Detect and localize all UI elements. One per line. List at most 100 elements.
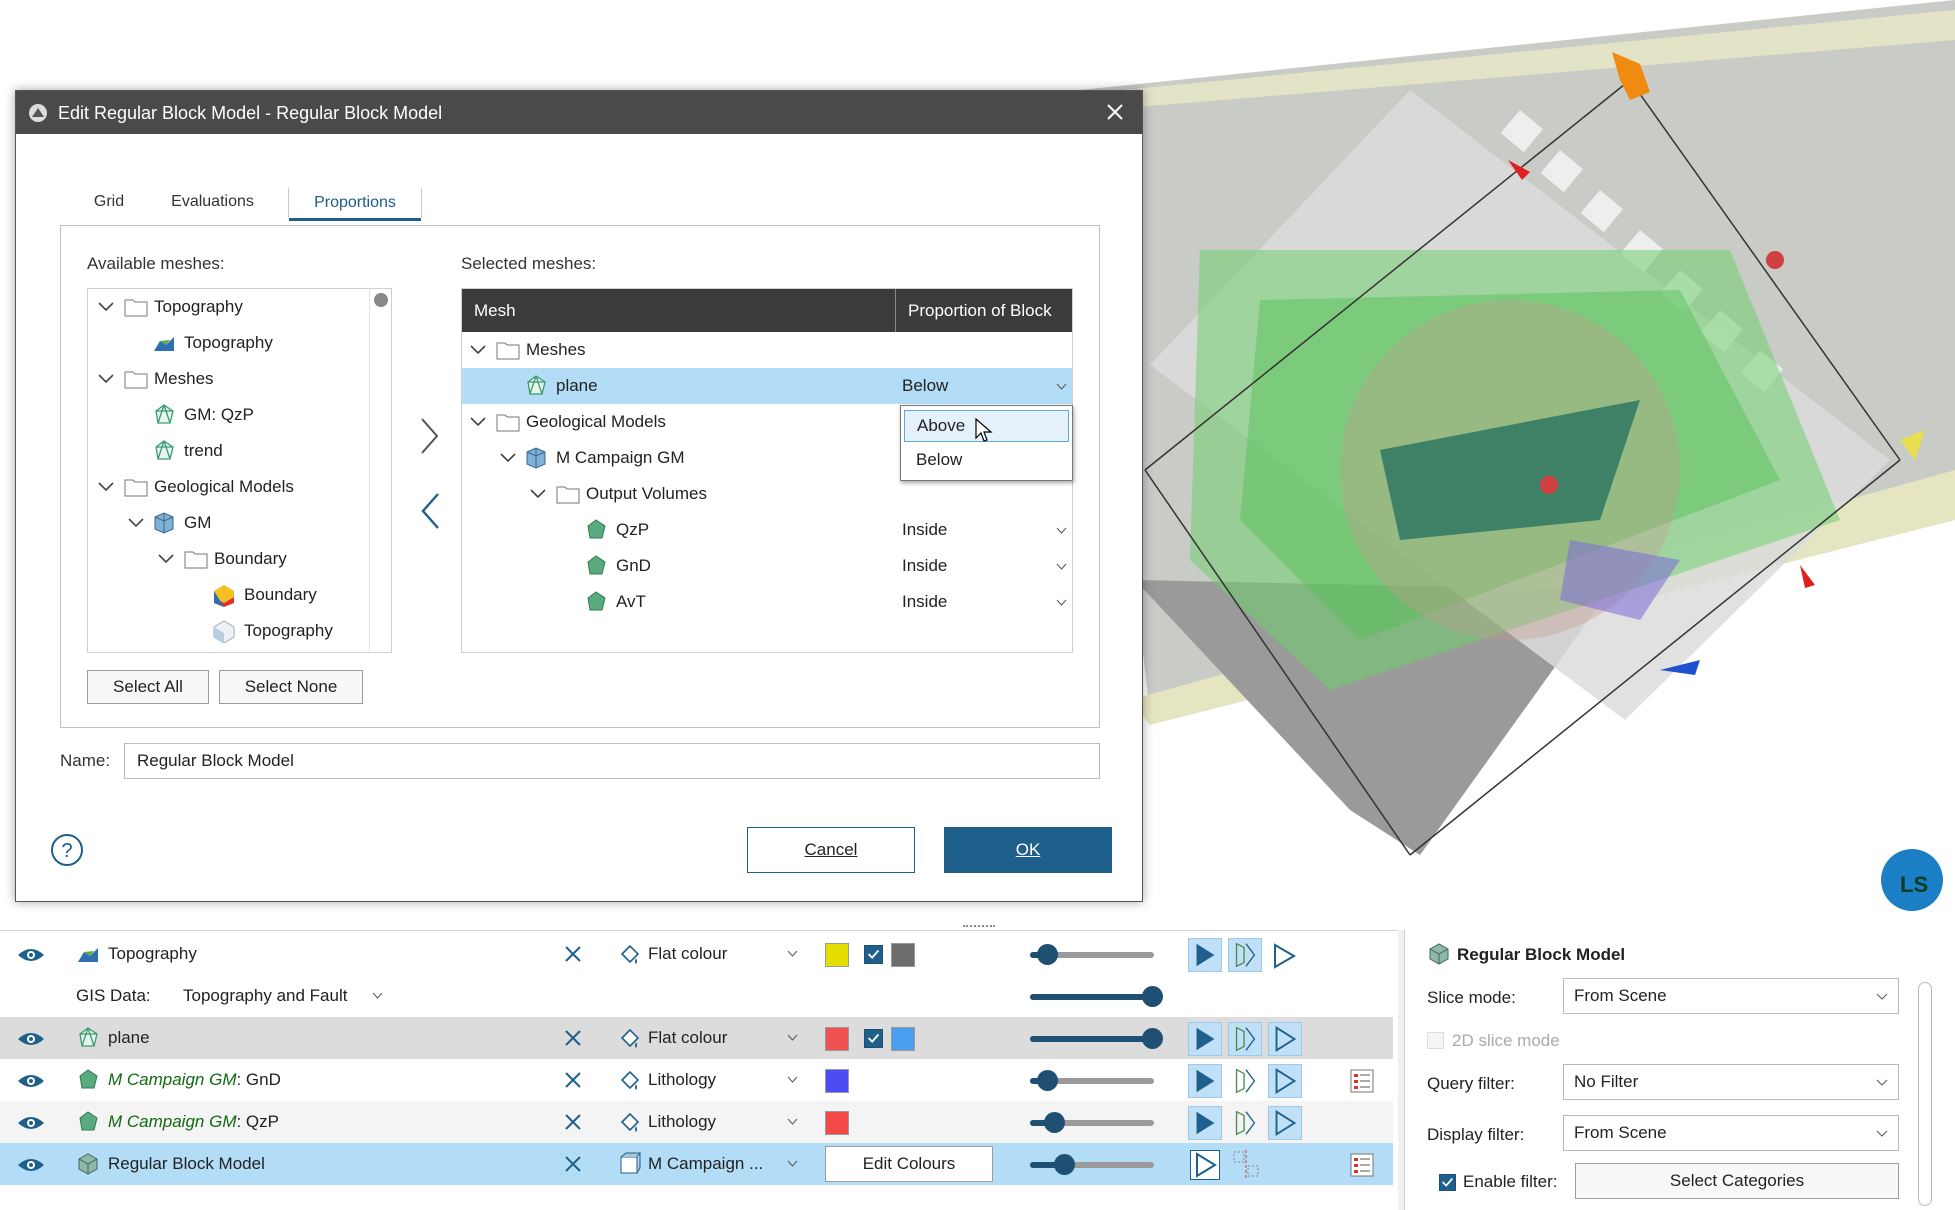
list-row-gnd[interactable]: M Campaign GM: GnD Lithology [0,1059,1393,1101]
tree-item[interactable]: Boundary [88,577,368,613]
chevron-down-icon[interactable] [468,340,488,360]
chevron-down-icon[interactable] [1056,383,1067,390]
query-filter-select[interactable]: No Filter [1563,1064,1899,1100]
opacity-slider[interactable] [1030,986,1163,1007]
playback-options-button[interactable] [1228,1022,1262,1056]
chevron-down-icon[interactable] [468,412,488,432]
tree-item[interactable]: Boundary [88,541,368,577]
table-row-selected[interactable]: plane Below [462,368,1072,404]
list-row-regular-block-model[interactable]: Regular Block Model M Campaign ... Edit … [0,1143,1393,1185]
tab-proportions[interactable]: Proportions [288,186,422,221]
chevron-down-icon[interactable] [1876,1079,1888,1087]
remove-icon[interactable] [563,1112,583,1132]
chevron-down-icon[interactable] [126,513,146,533]
proportion-value[interactable]: Inside [902,520,948,539]
cancel-button[interactable]: Cancel [747,827,915,873]
opacity-slider[interactable] [1030,1028,1163,1049]
opacity-slider[interactable] [1030,944,1154,965]
remove-icon[interactable] [563,1154,583,1174]
table-row[interactable]: AvT Inside [462,584,1072,620]
2d-slice-checkbox[interactable] [1427,1032,1444,1049]
tab-evaluations[interactable]: Evaluations [171,193,254,210]
table-row[interactable]: Meshes [462,332,1072,368]
remove-from-selected-arrow-icon[interactable] [417,491,443,531]
chevron-down-icon[interactable] [96,369,116,389]
chevron-down-icon[interactable] [528,484,548,504]
play-outline-button[interactable] [1268,1022,1302,1056]
tree-item[interactable]: GM [88,505,368,541]
close-icon[interactable] [1102,99,1128,125]
chevron-down-icon[interactable] [498,448,518,468]
chevron-down-icon[interactable] [156,549,176,569]
name-input[interactable] [124,743,1100,779]
edit-colours-button[interactable]: Edit Colours [825,1146,993,1182]
play-button[interactable] [1188,938,1222,972]
chevron-down-icon[interactable] [1056,527,1067,534]
chevron-down-icon[interactable] [787,1118,798,1125]
remove-icon[interactable] [563,1028,583,1048]
colour-mode[interactable]: Lithology [648,1112,717,1131]
colour-mode[interactable]: Flat colour [648,1028,728,1047]
table-row[interactable]: Output Volumes [462,476,1072,512]
tree-item[interactable]: Meshes [88,361,368,397]
chevron-down-icon[interactable] [787,1160,798,1167]
chevron-down-icon[interactable] [787,1034,798,1041]
play-outline-icon[interactable] [1270,942,1298,970]
playback-options-button[interactable] [1228,938,1262,972]
select-none-button[interactable]: Select None [219,670,363,704]
select-categories-button[interactable]: Select Categories [1575,1163,1899,1199]
chevron-down-icon[interactable] [1876,993,1888,1001]
list-row-plane[interactable]: plane Flat colour [0,1017,1393,1059]
opacity-slider[interactable] [1030,1154,1154,1175]
eye-icon[interactable] [17,946,45,964]
tree-item[interactable]: Topography [88,289,368,325]
table-row[interactable]: M Campaign GM [462,440,1072,476]
tree-item[interactable]: Geological Models [88,469,368,505]
playback-options-button[interactable] [1228,1106,1262,1140]
play-outline-icon[interactable] [1190,1150,1220,1180]
colour-mode[interactable]: Flat colour [648,944,728,963]
properties-scrollbar[interactable] [1918,982,1932,1206]
chevron-down-icon[interactable] [1056,599,1067,606]
ok-button[interactable]: OK [944,827,1112,873]
play-button[interactable] [1188,1106,1222,1140]
help-icon[interactable]: ? [50,833,84,867]
opacity-slider[interactable] [1030,1070,1154,1091]
play-outline-button[interactable] [1268,1064,1302,1098]
list-row-topography[interactable]: Topography Flat colour [0,933,1393,975]
colour-swatch-secondary[interactable] [891,1027,915,1051]
list-row-gis-data[interactable]: GIS Data: Topography and Fault [0,975,1393,1017]
tree-item[interactable]: trend [88,433,368,469]
play-outline-button[interactable] [1268,1106,1302,1140]
panel-resize-grip[interactable] [963,925,995,929]
eye-icon[interactable] [17,1072,45,1090]
eye-icon[interactable] [17,1114,45,1132]
block-slice-icon[interactable] [1232,1150,1260,1178]
playback-options-button[interactable] [1228,1064,1262,1098]
colour-swatch[interactable] [825,943,849,967]
colour-swatch[interactable] [825,1069,849,1093]
legend-icon[interactable] [1350,1153,1374,1177]
checkbox-checked[interactable] [864,945,883,964]
chevron-down-icon[interactable] [1876,1130,1888,1138]
display-filter-select[interactable]: From Scene [1563,1115,1899,1151]
colour-mode[interactable]: Lithology [648,1070,717,1089]
add-to-selected-arrow-icon[interactable] [417,416,443,456]
opacity-slider[interactable] [1030,1112,1154,1133]
table-row[interactable]: Geological Models [462,404,1072,440]
enable-filter-checkbox[interactable] [1439,1174,1456,1191]
chevron-down-icon[interactable] [96,297,116,317]
checkbox-checked[interactable] [864,1029,883,1048]
select-all-button[interactable]: Select All [87,670,209,704]
chevron-down-icon[interactable] [787,950,798,957]
play-button[interactable] [1188,1064,1222,1098]
dropdown-option-above[interactable]: Above [904,410,1069,442]
remove-icon[interactable] [563,944,583,964]
chevron-down-icon[interactable] [96,477,116,497]
chevron-down-icon[interactable] [787,1076,798,1083]
table-row[interactable]: QzP Inside [462,512,1072,548]
tree-scrollbar[interactable] [369,289,391,652]
proportion-value[interactable]: Below [902,376,949,395]
dropdown-option-below[interactable]: Below [916,450,963,469]
chevron-down-icon[interactable] [372,992,383,999]
